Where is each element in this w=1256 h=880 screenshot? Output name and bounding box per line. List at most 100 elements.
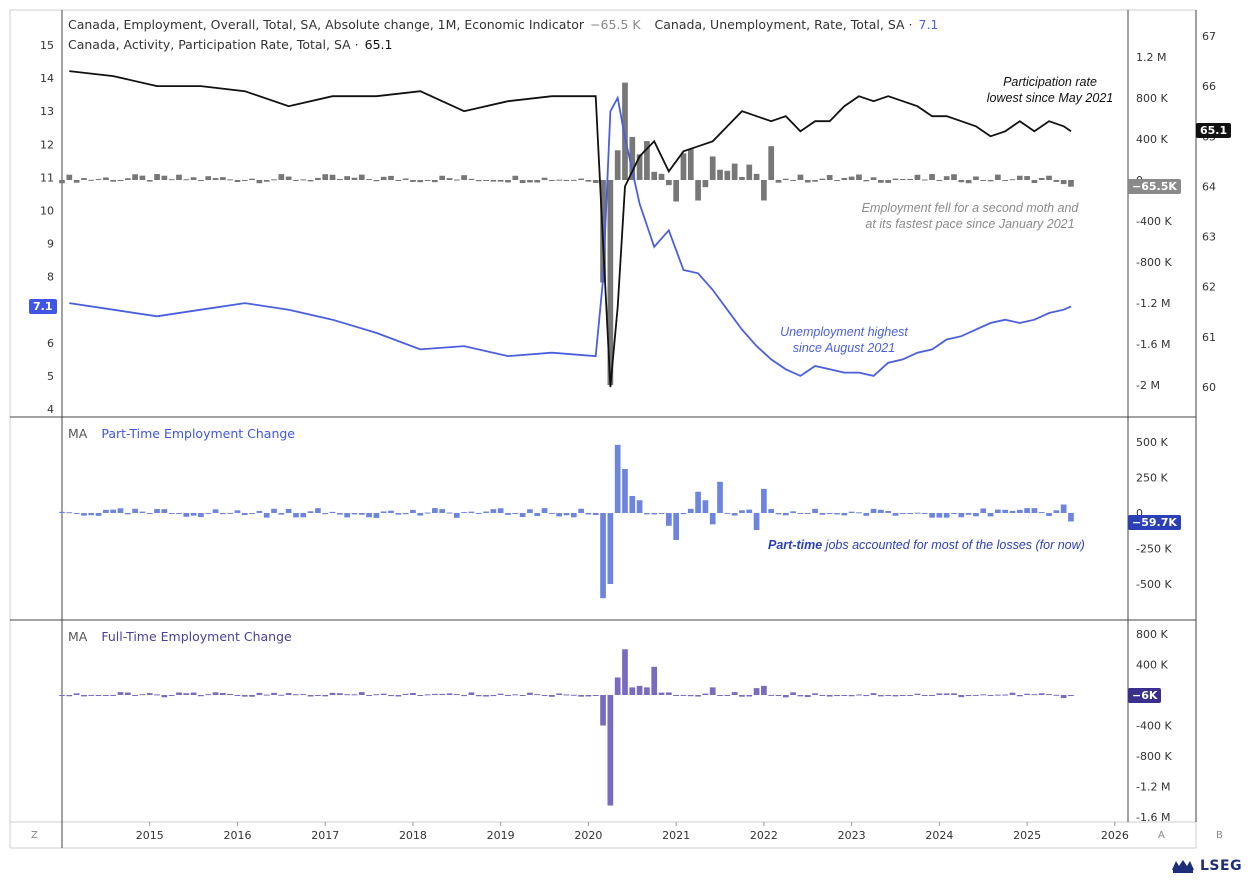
parttime-bar-2016-11 bbox=[307, 511, 314, 513]
legend-participation-value: 65.1 bbox=[364, 37, 393, 52]
parttime-bar-2018-11 bbox=[483, 511, 489, 513]
legend-employment-label: Canada, Employment, Overall, Total, SA, … bbox=[68, 17, 585, 32]
fulltime-bar-2014-02 bbox=[66, 695, 73, 697]
parttime-bar-2015-01 bbox=[146, 513, 153, 514]
employment-bar-2015-02 bbox=[154, 174, 160, 180]
parttime-bar-2018-04 bbox=[432, 508, 438, 513]
fulltime-bar-2019-10 bbox=[563, 694, 570, 696]
right-tick-67: 67 bbox=[1202, 30, 1216, 43]
fulltime-bar-2019-11 bbox=[570, 694, 577, 696]
employment-bar-2016-07 bbox=[278, 174, 285, 180]
employment-bar-2014-08 bbox=[110, 180, 117, 182]
employment-bar-2022-09 bbox=[819, 178, 826, 180]
fulltime-bar-2020-02 bbox=[592, 695, 599, 696]
fulltime-bar-2017-10 bbox=[388, 695, 394, 697]
fulltime-bar-2015-02 bbox=[154, 694, 160, 696]
fulltime-bar-2017-06 bbox=[358, 692, 365, 695]
employment-bar-2014-04 bbox=[81, 178, 87, 180]
x-label-2020: 2020 bbox=[574, 829, 602, 842]
fulltime-bar-2015-09 bbox=[205, 694, 212, 696]
left-tick-13: 13 bbox=[40, 105, 54, 118]
parttime-bar-2019-08 bbox=[549, 513, 555, 514]
parttime-bar-2022-09 bbox=[819, 513, 826, 515]
parttime-bar-2025-05 bbox=[1053, 510, 1060, 513]
employment-bar-2014-02 bbox=[66, 174, 73, 180]
annotation-parttime-rest: jobs accounted for most of the losses (f… bbox=[822, 538, 1085, 552]
parttime-bar-2024-07 bbox=[980, 508, 987, 513]
legend-row-2[interactable]: Canada, Activity, Participation Rate, To… bbox=[68, 37, 392, 52]
parttime-bar-2021-05 bbox=[702, 500, 709, 513]
legend-participation-label: Canada, Activity, Participation Rate, To… bbox=[68, 37, 359, 52]
fulltime-tick-6: -1.6 M bbox=[1136, 811, 1170, 824]
parttime-bar-2024-04 bbox=[958, 513, 965, 518]
annotation-parttime-bold: Part-time bbox=[768, 538, 823, 552]
parttime-bar-2022-12 bbox=[841, 513, 848, 516]
employment-bar-2024-06 bbox=[973, 176, 979, 180]
employment-bar-2024-01 bbox=[936, 180, 943, 181]
fulltime-bar-2016-05 bbox=[263, 694, 270, 696]
fulltime-bar-2015-12 bbox=[227, 693, 234, 695]
fulltime-bar-2014-06 bbox=[95, 695, 102, 696]
parttime-bar-2015-12 bbox=[227, 512, 234, 514]
employment-bar-2016-03 bbox=[249, 178, 255, 180]
fulltime-bar-2022-06 bbox=[797, 695, 804, 697]
parttime-bar-2017-08 bbox=[373, 513, 380, 518]
pane-title-fulltime[interactable]: MA Full-Time Employment Change bbox=[68, 629, 292, 644]
employment-bar-2015-01 bbox=[146, 180, 153, 182]
employment-bar-2015-11 bbox=[219, 177, 226, 180]
employment-bar-2023-10 bbox=[914, 174, 921, 180]
parttime-bar-2014-10 bbox=[124, 513, 131, 515]
fulltime-bar-2022-04 bbox=[782, 695, 789, 698]
fulltime-bar-2015-10 bbox=[212, 692, 219, 695]
parttime-bar-2022-03 bbox=[775, 513, 782, 515]
parttime-bar-2020-04 bbox=[607, 513, 614, 584]
corner-z-button[interactable]: Z bbox=[31, 830, 38, 841]
fulltime-bar-2023-09 bbox=[907, 695, 913, 696]
parttime-bar-2018-02 bbox=[417, 513, 424, 516]
x-label-2017: 2017 bbox=[311, 829, 339, 842]
parttime-bar-2020-05 bbox=[614, 444, 621, 513]
employment-bar-2016-10 bbox=[300, 179, 307, 181]
employment-bar-2017-07 bbox=[366, 179, 372, 181]
parttime-tick-2: 0 bbox=[1136, 507, 1143, 520]
legend-row-1[interactable]: Canada, Employment, Overall, Total, SA, … bbox=[68, 17, 938, 32]
parttime-bar-2015-04 bbox=[168, 513, 175, 514]
parttime-bar-2019-03 bbox=[512, 513, 519, 514]
fulltime-bar-2021-12 bbox=[753, 688, 760, 695]
fulltime-bar-2022-11 bbox=[834, 695, 840, 697]
fulltime-bar-2014-08 bbox=[110, 694, 117, 696]
corner-b-button[interactable]: B bbox=[1216, 830, 1223, 841]
employment-bar-2021-10 bbox=[739, 176, 745, 180]
fulltime-bar-2019-05 bbox=[527, 692, 533, 695]
employment-bar-2021-04 bbox=[695, 180, 701, 201]
parttime-bar-2022-08 bbox=[812, 508, 818, 513]
employment-bar-2014-09 bbox=[117, 180, 124, 181]
ma-label-parttime: MA bbox=[68, 426, 88, 441]
employment-bar-2018-06 bbox=[446, 178, 453, 180]
employment-bar-2018-10 bbox=[475, 180, 482, 182]
pane-title-parttime[interactable]: MA Part-Time Employment Change bbox=[68, 426, 295, 441]
parttime-bar-2015-08 bbox=[198, 513, 204, 518]
employment-bar-2020-06 bbox=[622, 82, 628, 180]
employment-bar-2015-12 bbox=[227, 179, 234, 181]
employment-bar-2015-08 bbox=[198, 180, 204, 181]
fulltime-bar-2020-01 bbox=[585, 695, 592, 697]
employment-bar-2022-11 bbox=[834, 180, 840, 181]
fulltime-bar-2024-02 bbox=[943, 693, 950, 695]
corner-a-button[interactable]: A bbox=[1158, 830, 1165, 841]
badge-employment: −65.5K bbox=[1128, 179, 1181, 194]
fulltime-bar-2019-03 bbox=[512, 694, 519, 696]
employment-bar-2022-03 bbox=[775, 180, 782, 183]
fulltime-bar-2017-09 bbox=[380, 693, 387, 695]
parttime-bar-2024-05 bbox=[965, 513, 972, 515]
left-tick-5: 5 bbox=[47, 370, 54, 383]
fulltime-bar-2019-04 bbox=[519, 695, 526, 696]
fulltime-bar-2021-08 bbox=[724, 695, 731, 696]
fulltime-bar-2022-12 bbox=[841, 694, 848, 696]
fulltime-bar-2023-02 bbox=[856, 694, 862, 696]
employment-bar-2023-05 bbox=[878, 180, 884, 183]
parttime-bar-2014-12 bbox=[139, 511, 146, 513]
parttime-bar-2025-03 bbox=[1038, 512, 1045, 514]
fulltime-bar-2014-05 bbox=[88, 694, 95, 696]
employment-bar-2023-02 bbox=[856, 174, 862, 180]
